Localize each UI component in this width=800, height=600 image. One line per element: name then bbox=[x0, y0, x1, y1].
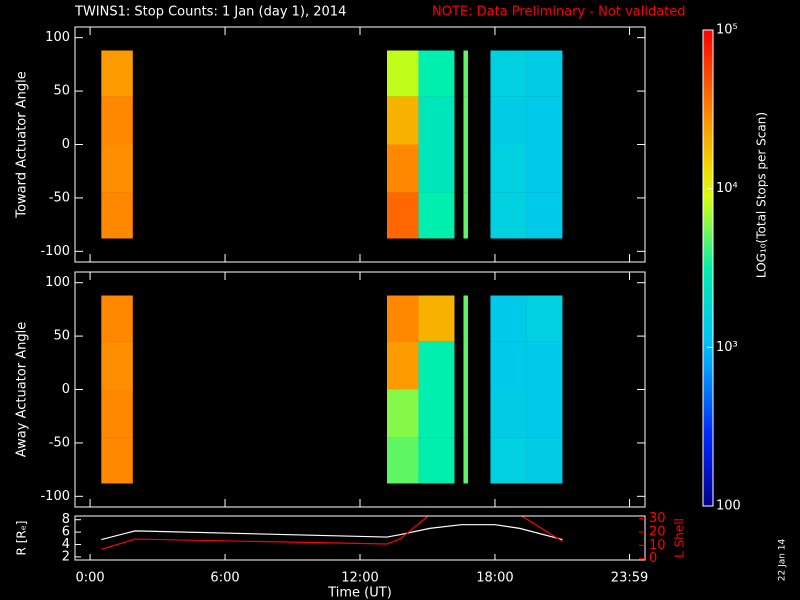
y2-tick-label: 20 bbox=[649, 525, 666, 540]
heat-cell bbox=[418, 50, 455, 97]
y2-tick-label: 30 bbox=[649, 511, 666, 526]
heat-cell bbox=[490, 389, 527, 438]
colorbar-label: LOG₁₀(Total Stops per Scan) bbox=[755, 112, 769, 278]
heat-cell bbox=[490, 144, 527, 193]
heat-cell bbox=[526, 50, 563, 97]
heat-cell bbox=[526, 341, 563, 390]
y-tick-label: 0 bbox=[62, 382, 70, 397]
y-tick-label: -100 bbox=[40, 244, 70, 259]
y-tick-label: 50 bbox=[53, 84, 70, 99]
heat-cell bbox=[418, 192, 455, 239]
heat-cell bbox=[386, 389, 419, 438]
heat-cell bbox=[526, 437, 563, 484]
y-tick-label: 50 bbox=[53, 329, 70, 344]
colorbar-tick-label: 100 bbox=[716, 499, 741, 514]
heat-cell bbox=[101, 437, 133, 484]
y2-tick-label: 10 bbox=[649, 538, 666, 553]
series-line bbox=[101, 516, 563, 550]
heat-cell bbox=[526, 96, 563, 145]
heat-cell bbox=[101, 389, 133, 438]
heat-cell bbox=[418, 295, 455, 342]
heat-cell bbox=[386, 341, 419, 390]
x-axis-label: Time (UT) bbox=[327, 586, 392, 600]
y-axis-label: Away Actuator Angle bbox=[15, 322, 30, 457]
heat-cell bbox=[463, 50, 468, 97]
heat-cell bbox=[490, 96, 527, 145]
y-tick-label: 6 bbox=[62, 525, 70, 540]
heat-cell bbox=[490, 295, 527, 342]
x-tick-label: 18:00 bbox=[476, 571, 513, 586]
y-tick-label: -50 bbox=[49, 190, 70, 205]
heat-cell bbox=[386, 295, 419, 342]
colorbar-tick-label: 10³ bbox=[716, 340, 738, 355]
heat-cell bbox=[386, 50, 419, 97]
heat-cell bbox=[490, 50, 527, 97]
series-line bbox=[101, 524, 563, 541]
heat-cell bbox=[526, 192, 563, 239]
heat-cell bbox=[526, 295, 563, 342]
y2-tick-label: 0 bbox=[649, 551, 657, 566]
heat-cell bbox=[490, 192, 527, 239]
x-tick-label: 0:00 bbox=[75, 571, 104, 586]
y-tick-label: -50 bbox=[49, 435, 70, 450]
heat-cell bbox=[418, 437, 455, 484]
y-tick-label: 100 bbox=[45, 275, 70, 290]
y-tick-label: 8 bbox=[62, 512, 70, 527]
heat-cell bbox=[418, 341, 455, 390]
date-stamp: 22 Jan 14 bbox=[778, 538, 788, 581]
y-tick-label: -100 bbox=[40, 489, 70, 504]
heat-cell bbox=[490, 341, 527, 390]
heat-cell bbox=[526, 144, 563, 193]
chart-note: NOTE: Data Preliminary - Not validated bbox=[432, 5, 686, 20]
heat-cell bbox=[463, 437, 468, 484]
x-tick-label: 23:59 bbox=[611, 571, 648, 586]
colorbar-tick-label: 10⁴ bbox=[716, 181, 738, 196]
heat-cell bbox=[386, 144, 419, 193]
colorbar-tick-label: 10⁵ bbox=[716, 23, 738, 38]
y-axis-label: R [Rₑ] bbox=[15, 521, 29, 556]
panel-frame bbox=[74, 515, 646, 561]
heat-cell bbox=[463, 144, 468, 193]
y-tick-label: 100 bbox=[45, 30, 70, 45]
heat-cell bbox=[418, 144, 455, 193]
chart-title: TWINS1: Stop Counts: 1 Jan (day 1), 2014 bbox=[74, 5, 346, 20]
heat-cell bbox=[463, 341, 468, 390]
heat-cell bbox=[386, 96, 419, 145]
heat-cell bbox=[386, 192, 419, 239]
heat-cell bbox=[463, 389, 468, 438]
heat-cell bbox=[101, 50, 133, 97]
colorbar bbox=[702, 29, 714, 507]
heat-cell bbox=[101, 295, 133, 342]
heat-cell bbox=[386, 437, 419, 484]
y-tick-label: 2 bbox=[62, 549, 70, 564]
heat-cell bbox=[463, 96, 468, 145]
heat-cell bbox=[101, 192, 133, 239]
heat-cell bbox=[418, 389, 455, 438]
y-tick-label: 0 bbox=[62, 137, 70, 152]
heat-cell bbox=[490, 437, 527, 484]
heat-cell bbox=[101, 96, 133, 145]
y2-axis-label: L Shell bbox=[673, 518, 687, 558]
heat-cell bbox=[526, 389, 563, 438]
heat-cell bbox=[463, 295, 468, 342]
heat-cell bbox=[101, 341, 133, 390]
heat-cell bbox=[101, 144, 133, 193]
y-tick-label: 4 bbox=[62, 537, 70, 552]
x-tick-label: 6:00 bbox=[210, 571, 239, 586]
heat-cell bbox=[418, 96, 455, 145]
y-axis-label: Toward Actuator Angle bbox=[15, 71, 30, 218]
heat-cell bbox=[463, 192, 468, 239]
x-tick-label: 12:00 bbox=[341, 571, 378, 586]
